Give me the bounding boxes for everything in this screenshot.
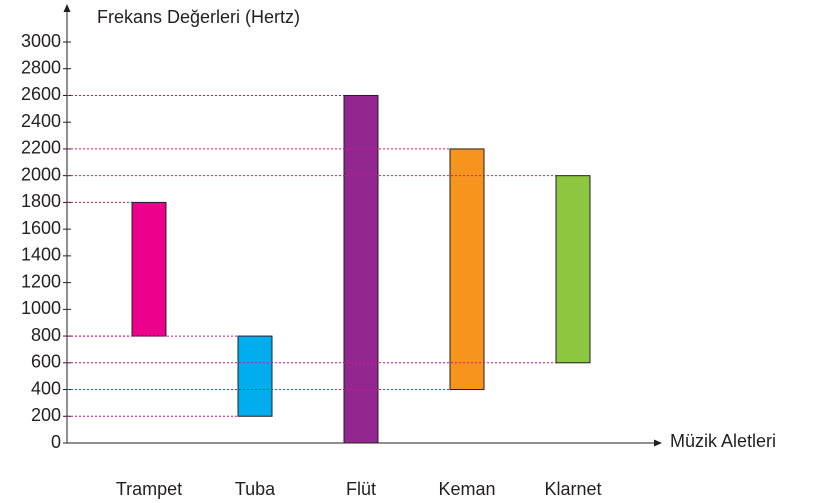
y-tick-label: 800	[31, 325, 61, 345]
y-tick-label: 2200	[21, 138, 61, 158]
y-tick-label: 1400	[21, 245, 61, 265]
y-tick-label: 2600	[21, 84, 61, 104]
y-axis-title: Frekans Değerleri (Hertz)	[97, 7, 300, 27]
y-tick-label: 600	[31, 352, 61, 372]
x-tick-label: Trampet	[116, 479, 182, 499]
bar	[555, 175, 591, 364]
y-tick-label: 2000	[21, 164, 61, 184]
y-tick-label: 1600	[21, 218, 61, 238]
y-tick-label: 200	[31, 405, 61, 425]
x-tick-label: Keman	[438, 479, 495, 499]
bar	[237, 335, 273, 417]
x-axis-title: Müzik Aletleri	[670, 431, 776, 451]
y-tick-label: 1000	[21, 298, 61, 318]
bar	[343, 94, 379, 444]
bar	[131, 201, 167, 337]
y-tick-label: 2400	[21, 111, 61, 131]
bar	[449, 148, 485, 391]
x-tick-label: Klarnet	[544, 479, 601, 499]
x-tick-label: Flüt	[346, 479, 376, 499]
x-tick-label: Tuba	[235, 479, 276, 499]
x-axis-arrow	[654, 439, 662, 447]
y-tick-label: 400	[31, 378, 61, 398]
y-tick-label: 1800	[21, 191, 61, 211]
y-axis-arrow	[63, 4, 71, 12]
y-tick-label: 0	[51, 432, 61, 452]
y-tick-label: 3000	[21, 31, 61, 51]
y-tick-label: 1200	[21, 271, 61, 291]
y-tick-label: 2800	[21, 57, 61, 77]
